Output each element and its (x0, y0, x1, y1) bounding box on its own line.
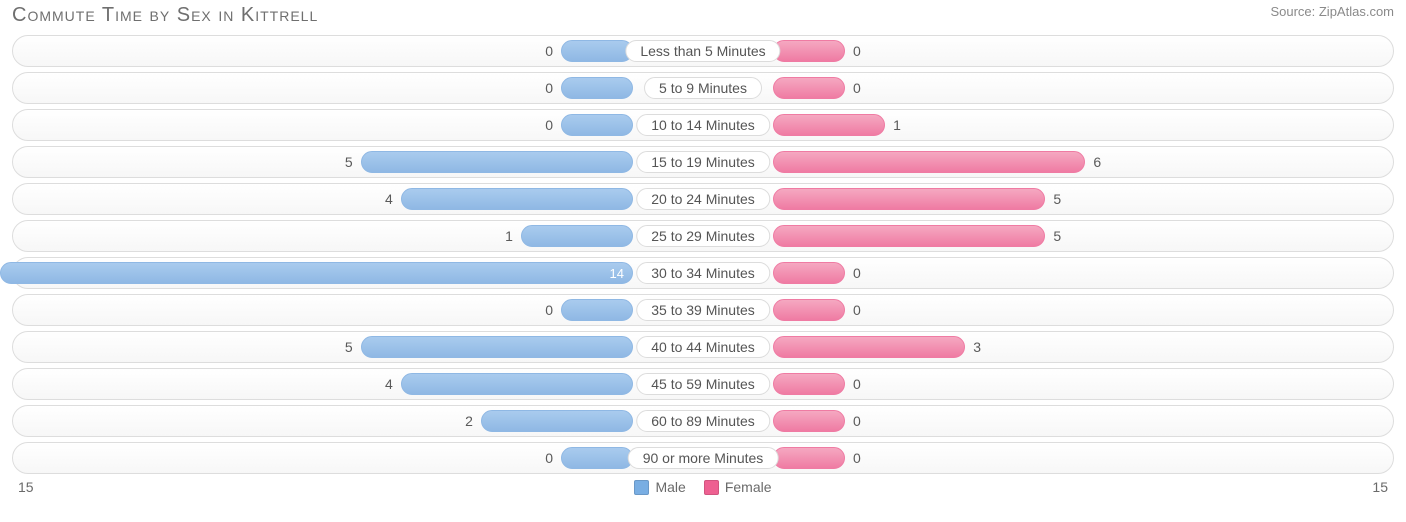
female-bar (773, 225, 1045, 247)
category-label: 35 to 39 Minutes (636, 299, 770, 321)
category-label: 25 to 29 Minutes (636, 225, 770, 247)
chart-row: 4 5 20 to 24 Minutes (12, 183, 1394, 215)
male-bar (361, 151, 633, 173)
male-value: 0 (545, 117, 553, 133)
male-bar (521, 225, 633, 247)
chart-row: 4 0 45 to 59 Minutes (12, 368, 1394, 400)
category-label: Less than 5 Minutes (625, 40, 780, 62)
male-value: 5 (345, 154, 353, 170)
female-bar (773, 262, 845, 284)
chart-title: Commute Time by Sex in Kittrell (12, 4, 318, 27)
female-value: 6 (1093, 154, 1101, 170)
female-value: 0 (853, 265, 861, 281)
axis-right-max: 15 (1372, 479, 1388, 495)
male-bar (561, 299, 633, 321)
chart-row: 0 0 90 or more Minutes (12, 442, 1394, 474)
male-value: 0 (545, 302, 553, 318)
female-bar (773, 188, 1045, 210)
legend-item: Female (704, 479, 772, 495)
female-value: 5 (1053, 228, 1061, 244)
legend: Male Female (634, 479, 771, 495)
female-value: 0 (853, 302, 861, 318)
legend-swatch (704, 480, 719, 495)
female-value: 0 (853, 413, 861, 429)
male-value: 0 (545, 43, 553, 59)
female-value: 3 (973, 339, 981, 355)
legend-swatch (634, 480, 649, 495)
female-bar (773, 114, 885, 136)
male-value: 0 (545, 450, 553, 466)
male-bar (561, 114, 633, 136)
legend-label: Male (655, 479, 685, 495)
female-bar (773, 77, 845, 99)
category-label: 45 to 59 Minutes (636, 373, 770, 395)
male-bar (561, 40, 633, 62)
female-bar (773, 336, 965, 358)
axis-left-max: 15 (18, 479, 34, 495)
legend-label: Female (725, 479, 772, 495)
chart-row: 14 0 30 to 34 Minutes (12, 257, 1394, 289)
chart-source: Source: ZipAtlas.com (1270, 4, 1394, 19)
chart-row: 0 1 10 to 14 Minutes (12, 109, 1394, 141)
category-label: 60 to 89 Minutes (636, 410, 770, 432)
female-value: 0 (853, 376, 861, 392)
female-bar (773, 151, 1085, 173)
female-bar (773, 447, 845, 469)
male-value: 4 (385, 191, 393, 207)
male-value: 1 (505, 228, 513, 244)
category-label: 30 to 34 Minutes (636, 262, 770, 284)
chart-row: 5 6 15 to 19 Minutes (12, 146, 1394, 178)
chart-row: 0 0 35 to 39 Minutes (12, 294, 1394, 326)
female-bar (773, 410, 845, 432)
male-bar (401, 188, 633, 210)
female-value: 0 (853, 450, 861, 466)
female-bar (773, 299, 845, 321)
chart-row: 1 5 25 to 29 Minutes (12, 220, 1394, 252)
male-value: 0 (545, 80, 553, 96)
male-bar: 14 (0, 262, 633, 284)
male-bar (361, 336, 633, 358)
female-bar (773, 373, 845, 395)
male-value: 5 (345, 339, 353, 355)
female-bar (773, 40, 845, 62)
male-value: 2 (465, 413, 473, 429)
legend-item: Male (634, 479, 685, 495)
category-label: 10 to 14 Minutes (636, 114, 770, 136)
female-value: 5 (1053, 191, 1061, 207)
chart-row: 5 3 40 to 44 Minutes (12, 331, 1394, 363)
chart-row: 0 0 Less than 5 Minutes (12, 35, 1394, 67)
male-bar (561, 447, 633, 469)
male-bar (401, 373, 633, 395)
category-label: 40 to 44 Minutes (636, 336, 770, 358)
male-value: 4 (385, 376, 393, 392)
female-value: 0 (853, 43, 861, 59)
category-label: 5 to 9 Minutes (644, 77, 762, 99)
female-value: 1 (893, 117, 901, 133)
category-label: 15 to 19 Minutes (636, 151, 770, 173)
female-value: 0 (853, 80, 861, 96)
category-label: 20 to 24 Minutes (636, 188, 770, 210)
chart-row: 0 0 5 to 9 Minutes (12, 72, 1394, 104)
male-value: 14 (602, 266, 632, 281)
male-bar (481, 410, 633, 432)
chart-area: 00Less than 5 Minutes005 to 9 Minutes011… (0, 29, 1406, 474)
category-label: 90 or more Minutes (628, 447, 779, 469)
chart-row: 2 0 60 to 89 Minutes (12, 405, 1394, 437)
male-bar (561, 77, 633, 99)
